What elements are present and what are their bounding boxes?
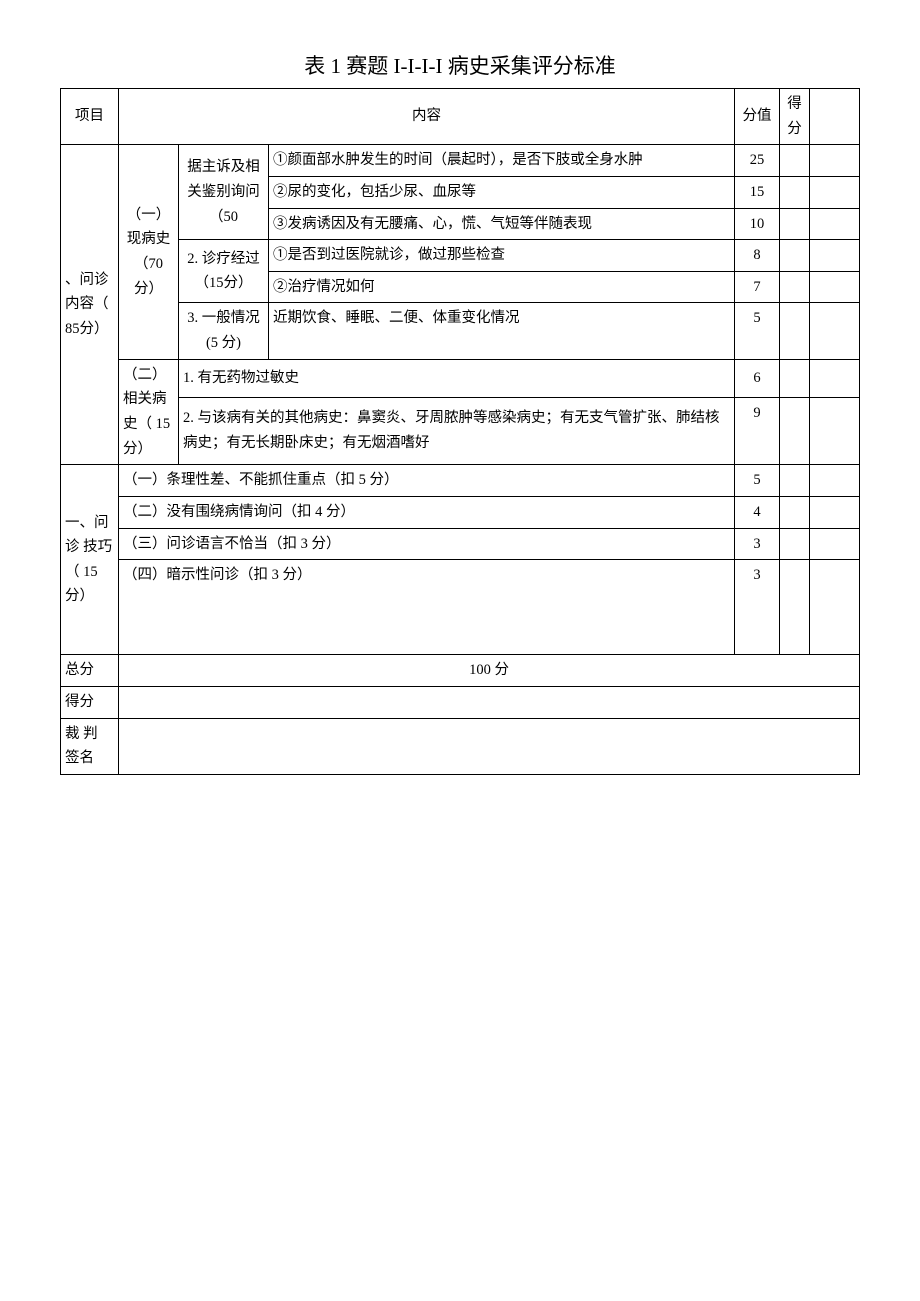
page-title: 表 1 赛题 I-I-I-I 病史采集评分标准 — [60, 50, 860, 80]
header-extra — [810, 89, 860, 145]
table-cell — [780, 176, 810, 208]
section2-item4: （四）暗示性问诊（扣 3 分） — [119, 560, 735, 655]
part1-item2: ②尿的变化，包括少尿、血尿等 — [269, 176, 735, 208]
part1-item1: ①颜面部水肿发生的时间（晨起时），是否下肢或全身水肿 — [269, 145, 735, 177]
table-cell — [810, 397, 860, 465]
table-cell — [780, 465, 810, 497]
part2-label: 2. 诊疗经过（15分） — [179, 240, 269, 303]
table-cell — [810, 271, 860, 303]
judge-value — [119, 718, 860, 774]
part1-item3-score: 10 — [735, 208, 780, 240]
header-content: 内容 — [119, 89, 735, 145]
table-cell — [810, 176, 860, 208]
table-cell — [810, 528, 860, 560]
section2-item1: （一）条理性差、不能抓住重点（扣 5 分） — [119, 465, 735, 497]
section2-item2: （二）没有围绕病情询问（扣 4 分） — [119, 496, 735, 528]
sub2-item1: 1. 有无药物过敏史 — [179, 359, 735, 397]
header-got: 得分 — [780, 89, 810, 145]
sub2-item2: 2. 与该病有关的其他病史：鼻窦炎、牙周脓肿等感染病史；有无支气管扩张、肺结核病… — [179, 397, 735, 465]
section2-item1-score: 5 — [735, 465, 780, 497]
part1-item1-score: 25 — [735, 145, 780, 177]
part1-item3: ③发病诱因及有无腰痛、心，慌、气短等伴随表现 — [269, 208, 735, 240]
table-cell — [780, 359, 810, 397]
section2-item3: （三）问诊语言不恰当（扣 3 分） — [119, 528, 735, 560]
table-cell — [780, 208, 810, 240]
header-score: 分值 — [735, 89, 780, 145]
table-cell — [780, 240, 810, 272]
part2-item2: ②治疗情况如何 — [269, 271, 735, 303]
table-cell — [810, 208, 860, 240]
sub2-item2-score: 9 — [735, 397, 780, 465]
section1-sub2-label: （二）相关病史（ 15分） — [119, 359, 179, 465]
got-label: 得分 — [61, 686, 119, 718]
sub2-item1-score: 6 — [735, 359, 780, 397]
part2-item1-score: 8 — [735, 240, 780, 272]
table-cell — [780, 560, 810, 655]
table-cell — [810, 359, 860, 397]
section1-label: 、问诊内容（ 85分） — [61, 145, 119, 465]
table-cell — [780, 528, 810, 560]
part2-item2-score: 7 — [735, 271, 780, 303]
total-value: 100 分 — [119, 655, 860, 687]
section2-item3-score: 3 — [735, 528, 780, 560]
part3-label: 3. 一般情况(5 分) — [179, 303, 269, 359]
table-cell — [780, 397, 810, 465]
scoring-table: 项目 内容 分值 得分 、问诊内容（ 85分） （一）现病史（70 分） 据主诉… — [60, 88, 860, 775]
part3-item1-score: 5 — [735, 303, 780, 359]
table-cell — [780, 145, 810, 177]
table-cell — [780, 303, 810, 359]
table-cell — [810, 240, 860, 272]
table-cell — [780, 496, 810, 528]
table-cell — [810, 560, 860, 655]
judge-label: 裁 判 签名 — [61, 718, 119, 774]
part2-item1: ①是否到过医院就诊，做过那些检查 — [269, 240, 735, 272]
part3-item1: 近期饮食、睡眠、二便、体重变化情况 — [269, 303, 735, 359]
header-project: 项目 — [61, 89, 119, 145]
part1-label: 据主诉及相关鉴别询问（50 — [179, 145, 269, 240]
section1-sub1-label: （一）现病史（70 分） — [119, 145, 179, 359]
total-label: 总分 — [61, 655, 119, 687]
section2-item4-score: 3 — [735, 560, 780, 655]
table-cell — [780, 271, 810, 303]
section2-label: 一、问 诊 技巧 （ 15 分） — [61, 465, 119, 655]
section2-item2-score: 4 — [735, 496, 780, 528]
table-cell — [810, 303, 860, 359]
table-cell — [810, 145, 860, 177]
got-value — [119, 686, 860, 718]
table-cell — [810, 465, 860, 497]
table-cell — [810, 496, 860, 528]
part1-item2-score: 15 — [735, 176, 780, 208]
